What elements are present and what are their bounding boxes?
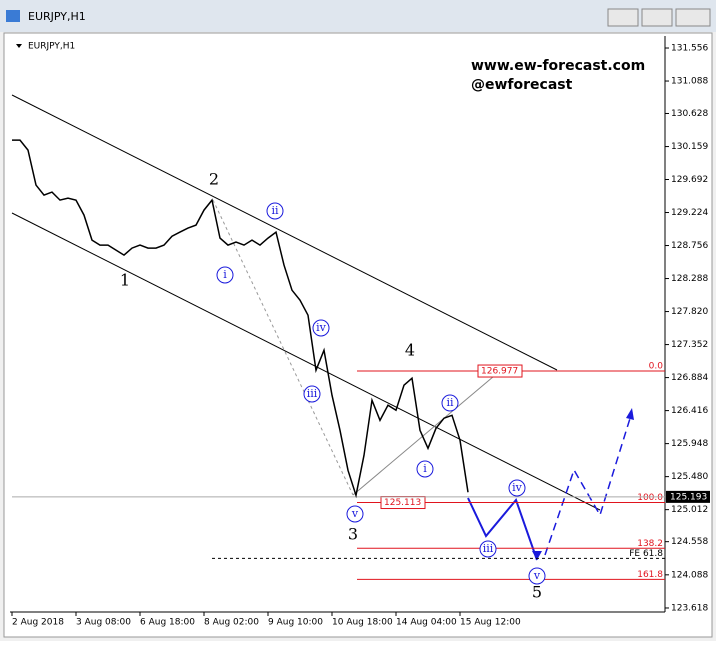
wave-label: 5	[532, 583, 542, 602]
subwave-label: ii	[446, 396, 454, 409]
subwave-label: i	[223, 268, 227, 281]
watermark-url: www.ew-forecast.com	[471, 58, 645, 74]
projection-arrow	[532, 551, 542, 560]
subwave-label: v	[351, 507, 359, 520]
projection-arrow	[626, 408, 634, 420]
y-tick-label: 127.352	[671, 340, 708, 350]
subwave-circle	[479, 540, 497, 558]
subwave-circle	[508, 479, 526, 497]
watermark-handle: @ewforecast	[471, 77, 573, 93]
channel-upper	[11, 94, 558, 371]
fib-label: 138.2	[637, 539, 663, 549]
y-tick-label: 125.012	[671, 505, 708, 515]
price-tag	[477, 364, 523, 378]
minimize-button[interactable]	[607, 8, 639, 27]
y-tick-label: 123.618	[671, 603, 708, 613]
subwave-label: i	[423, 462, 427, 475]
fib-label: 100.0	[637, 493, 663, 503]
x-tick-label: 2 Aug 2018	[12, 618, 64, 628]
subwave-circle	[346, 505, 364, 523]
subwave-label: iii	[483, 542, 494, 555]
window-icon	[6, 10, 20, 22]
fib-label: 0.0	[649, 362, 664, 372]
y-tick-label: 129.224	[671, 208, 708, 218]
y-tick-label: 124.088	[671, 570, 708, 580]
y-tick-label: 125.480	[671, 472, 708, 482]
symbol-label: EURJPY,H1	[28, 42, 75, 52]
subwave-circle	[312, 319, 330, 337]
x-tick-label: 9 Aug 10:00	[268, 618, 323, 628]
fib-label: FE 61.8	[629, 549, 663, 559]
y-tick-label: 124.558	[671, 537, 708, 547]
subwave-label: ii	[271, 204, 279, 217]
y-tick-label: 130.628	[671, 109, 708, 119]
subwave-circle	[416, 460, 434, 478]
x-tick-label: 3 Aug 08:00	[76, 618, 131, 628]
fib-label: 161.8	[637, 570, 663, 580]
price-line	[12, 139, 469, 499]
x-tick-label: 10 Aug 18:00	[332, 618, 393, 628]
price-tag-label: 125.113	[384, 498, 421, 508]
y-tick-label: 130.159	[671, 142, 708, 152]
y-tick-label: 128.288	[671, 274, 708, 284]
subwave-circle	[303, 385, 321, 403]
y-tick-label: 131.556	[671, 44, 708, 54]
wave-label: 2	[209, 170, 219, 189]
subwave-circle	[216, 266, 234, 284]
wave-link	[352, 370, 501, 496]
x-tick-label: 14 Aug 04:00	[396, 618, 457, 628]
close-button[interactable]	[675, 8, 711, 27]
subwave-label: iv	[316, 321, 327, 334]
window-title: EURJPY,H1	[28, 10, 86, 23]
y-tick-label: 126.884	[671, 373, 708, 383]
subwave-label: iv	[512, 481, 523, 494]
y-tick-label: 125.948	[671, 439, 708, 449]
maximize-button[interactable]	[641, 8, 673, 27]
subwave-label: v	[533, 569, 541, 582]
symbol-arrow	[16, 44, 22, 48]
subwave-label: iii	[307, 387, 318, 400]
y-tick-label: 127.820	[671, 307, 708, 317]
wave-label: 3	[348, 525, 358, 544]
x-tick-label: 8 Aug 02:00	[204, 618, 259, 628]
wave-label: 1	[120, 271, 130, 290]
chart-area	[3, 32, 713, 638]
subwave-circle	[528, 567, 546, 585]
title-bar	[0, 0, 716, 32]
last-price-label: 125.193	[670, 492, 707, 502]
wave-link	[212, 199, 354, 496]
y-tick-label: 128.756	[671, 241, 708, 251]
y-tick-label: 126.416	[671, 406, 708, 416]
projection-path	[467, 497, 538, 561]
projection-path	[544, 411, 633, 556]
y-tick-label: 129.692	[671, 175, 708, 185]
y-tick-label: 131.088	[671, 77, 708, 87]
subwave-circle	[266, 202, 284, 220]
channel-lower	[11, 212, 601, 511]
x-tick-label: 15 Aug 12:00	[460, 618, 521, 628]
subwave-circle	[441, 394, 459, 412]
last-price-tag	[666, 490, 710, 503]
x-tick-label: 6 Aug 18:00	[140, 618, 195, 628]
price-tag-label: 126.977	[481, 367, 518, 377]
wave-label: 4	[405, 341, 415, 360]
